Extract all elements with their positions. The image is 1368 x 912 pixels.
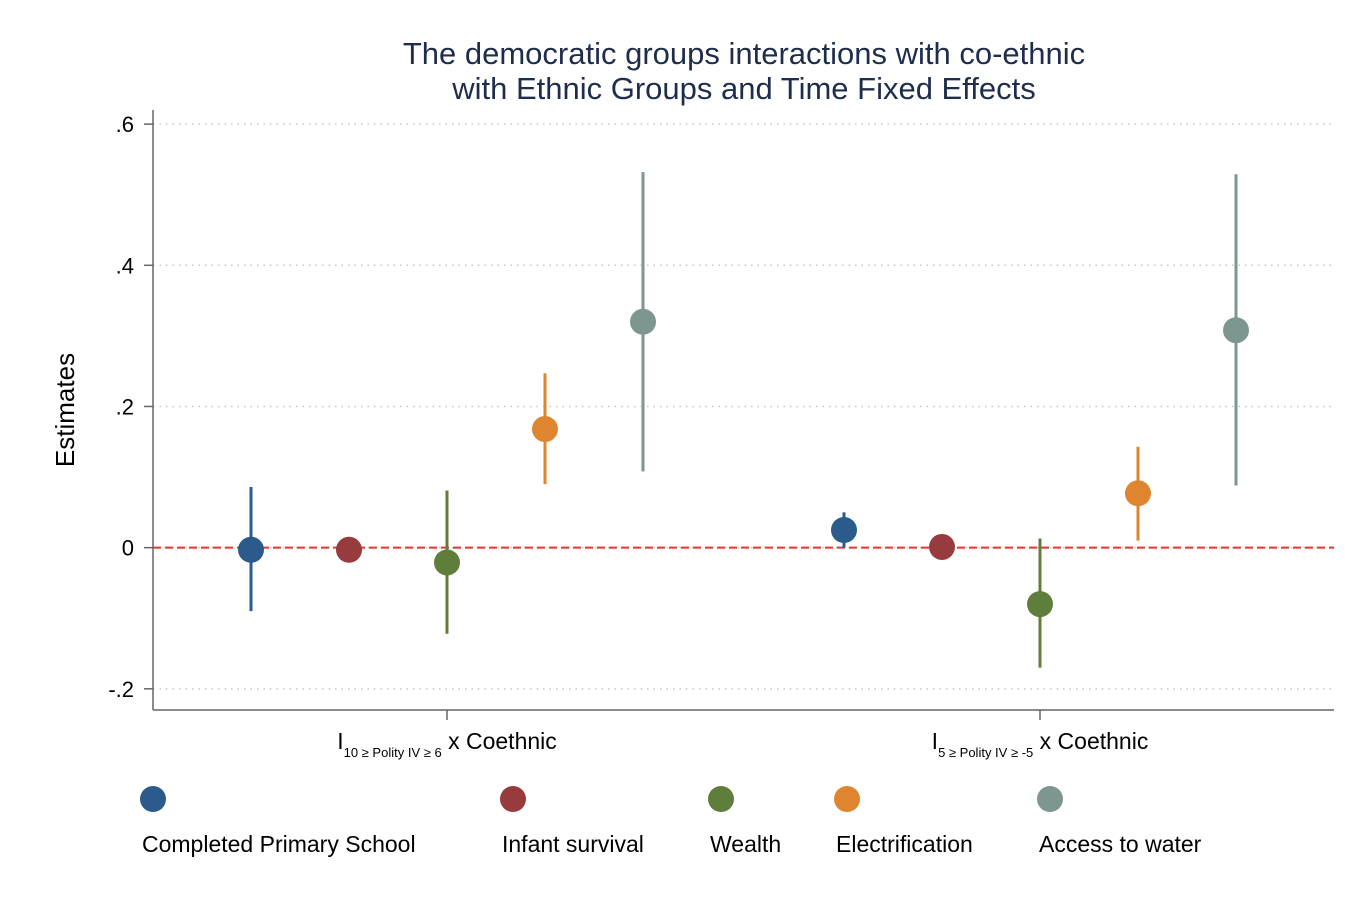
y-tick-label-1: .4 bbox=[116, 253, 134, 278]
estimate-point-1-1 bbox=[929, 533, 955, 560]
axes: .6 .4 .2 0 -.2 Estimates I10 ≥ Polity IV ≥ 6 x… bbox=[50, 110, 1334, 760]
estimate-point-3-1 bbox=[1125, 480, 1151, 507]
x-category-label-0: I10 ≥ Polity IV ≥ 6 x Coethnic bbox=[337, 728, 557, 760]
estimate-marks bbox=[238, 172, 1249, 668]
legend-label-2: Wealth bbox=[710, 831, 781, 857]
estimate-point-0-1 bbox=[831, 517, 857, 543]
legend: Completed Primary School Infant survival W… bbox=[140, 786, 1202, 857]
title-line-1: The democratic groups interactions with … bbox=[403, 36, 1085, 71]
y-tick-label-0: .6 bbox=[116, 112, 134, 137]
estimate-point-3-0 bbox=[532, 416, 558, 443]
title-line-2: with Ethnic Groups and Time Fixed Effect… bbox=[451, 71, 1036, 106]
y-tick-label-3: 0 bbox=[122, 536, 134, 561]
legend-marker-0 bbox=[140, 786, 166, 812]
legend-label-0: Completed Primary School bbox=[142, 831, 416, 857]
estimate-point-0-0 bbox=[238, 536, 264, 563]
gridlines bbox=[153, 123, 1334, 690]
estimate-point-2-0 bbox=[434, 549, 460, 576]
y-axis-title: Estimates bbox=[50, 353, 80, 467]
y-tick-label-4: -.2 bbox=[108, 677, 134, 702]
legend-marker-3 bbox=[834, 786, 860, 812]
legend-marker-2 bbox=[708, 786, 734, 812]
chart-title: The democratic groups interactions with … bbox=[403, 36, 1085, 106]
legend-label-4: Access to water bbox=[1039, 831, 1202, 857]
estimate-point-2-1 bbox=[1027, 591, 1053, 618]
estimate-point-1-0 bbox=[336, 536, 362, 563]
x-category-label-1: I5 ≥ Polity IV ≥ -5 x Coethnic bbox=[932, 728, 1149, 760]
estimate-point-4-1 bbox=[1223, 317, 1249, 344]
legend-marker-4 bbox=[1037, 786, 1063, 812]
y-tick-label-2: .2 bbox=[116, 394, 134, 419]
legend-marker-1 bbox=[500, 786, 526, 812]
legend-label-1: Infant survival bbox=[502, 831, 644, 857]
estimate-point-4-0 bbox=[630, 308, 656, 335]
legend-label-3: Electrification bbox=[836, 831, 973, 857]
